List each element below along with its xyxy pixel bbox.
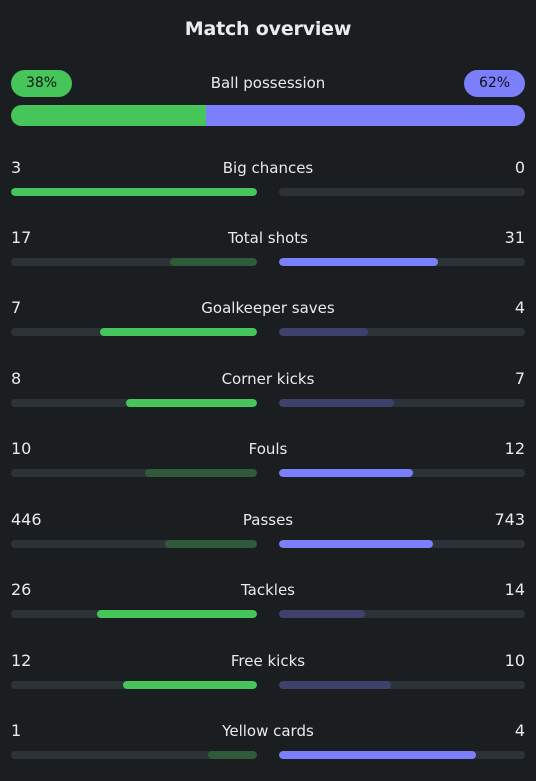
away-stat-value: 4 bbox=[514, 298, 525, 317]
stat-label: Tackles bbox=[240, 581, 296, 599]
away-stat-value: 743 bbox=[494, 510, 525, 529]
stat-row: 446 Passes 743 bbox=[11, 510, 525, 550]
home-stat-bar bbox=[100, 328, 257, 336]
stat-row: 8 Corner kicks 7 bbox=[11, 369, 525, 409]
home-stat-track bbox=[11, 540, 257, 548]
home-stat-track bbox=[11, 469, 257, 477]
home-stat-track bbox=[11, 328, 257, 336]
home-stat-value: 7 bbox=[11, 298, 22, 317]
stat-row: 1 Yellow cards 4 bbox=[11, 721, 525, 761]
away-stat-track bbox=[279, 540, 525, 548]
home-stat-value: 26 bbox=[11, 580, 32, 599]
away-stat-value: 10 bbox=[504, 651, 525, 670]
home-stat-track bbox=[11, 610, 257, 618]
away-stat-track bbox=[279, 258, 525, 266]
stat-label: Fouls bbox=[248, 440, 288, 458]
home-stat-value: 1 bbox=[11, 721, 22, 740]
away-stat-value: 12 bbox=[504, 439, 525, 458]
away-stat-track bbox=[279, 328, 525, 336]
home-possession-badge: 38% bbox=[11, 70, 72, 97]
possession-label: Ball possession bbox=[210, 74, 326, 92]
home-stat-value: 17 bbox=[11, 228, 32, 247]
stat-label: Goalkeeper saves bbox=[201, 299, 335, 317]
stat-label: Total shots bbox=[228, 229, 308, 247]
home-stat-bar bbox=[97, 610, 257, 618]
home-stat-bar bbox=[11, 188, 257, 196]
stat-row: 7 Goalkeeper saves 4 bbox=[11, 298, 525, 338]
away-stat-track bbox=[279, 188, 525, 196]
possession-bar bbox=[11, 105, 525, 126]
home-stat-track bbox=[11, 399, 257, 407]
away-stat-value: 14 bbox=[504, 580, 525, 599]
home-stat-bar bbox=[169, 258, 257, 266]
stat-row: 10 Fouls 12 bbox=[11, 439, 525, 479]
away-stat-bar bbox=[279, 328, 369, 336]
stat-row: 26 Tackles 14 bbox=[11, 580, 525, 620]
away-stat-bar bbox=[279, 399, 394, 407]
away-stat-track bbox=[279, 681, 525, 689]
stat-label: Passes bbox=[242, 511, 294, 529]
home-stat-value: 3 bbox=[11, 158, 22, 177]
away-stat-value: 7 bbox=[514, 369, 525, 388]
home-stat-track bbox=[11, 258, 257, 266]
home-stat-bar bbox=[207, 751, 257, 759]
home-stat-value: 12 bbox=[11, 651, 32, 670]
away-stat-bar bbox=[279, 751, 476, 759]
home-possession-segment bbox=[11, 105, 207, 126]
stat-label: Big chances bbox=[222, 159, 314, 177]
home-stat-value: 446 bbox=[11, 510, 42, 529]
home-stat-bar bbox=[125, 399, 257, 407]
away-stat-value: 0 bbox=[514, 158, 525, 177]
away-stat-bar bbox=[279, 681, 391, 689]
away-stat-track bbox=[279, 469, 525, 477]
stat-label: Corner kicks bbox=[221, 370, 315, 388]
stat-label: Free kicks bbox=[230, 652, 306, 670]
home-stat-value: 10 bbox=[11, 439, 32, 458]
stat-label: Yellow cards bbox=[222, 722, 314, 740]
home-stat-track bbox=[11, 681, 257, 689]
home-stat-bar bbox=[122, 681, 257, 689]
away-stat-track bbox=[279, 399, 525, 407]
away-stat-bar bbox=[279, 469, 414, 477]
possession-row: 38% Ball possession 62% bbox=[11, 70, 525, 97]
away-stat-track bbox=[279, 610, 525, 618]
home-stat-track bbox=[11, 751, 257, 759]
home-stat-track bbox=[11, 188, 257, 196]
stat-row: 3 Big chances 0 bbox=[11, 158, 525, 198]
stat-row: 17 Total shots 31 bbox=[11, 228, 525, 268]
away-stat-bar bbox=[279, 610, 366, 618]
away-stat-bar bbox=[279, 540, 433, 548]
away-possession-badge: 62% bbox=[464, 70, 525, 97]
home-stat-bar bbox=[164, 540, 257, 548]
home-stat-value: 8 bbox=[11, 369, 22, 388]
away-stat-bar bbox=[279, 258, 438, 266]
away-stat-value: 4 bbox=[514, 721, 525, 740]
page-title: Match overview bbox=[184, 18, 352, 40]
away-possession-segment bbox=[206, 105, 525, 126]
home-stat-bar bbox=[145, 469, 257, 477]
away-stat-value: 31 bbox=[504, 228, 525, 247]
stat-row: 12 Free kicks 10 bbox=[11, 651, 525, 691]
away-stat-track bbox=[279, 751, 525, 759]
